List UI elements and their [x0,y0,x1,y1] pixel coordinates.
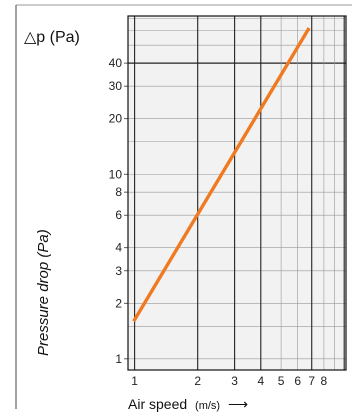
x-tick-label: 2 [194,374,201,388]
x-axis-label-unit: (m/s) [195,400,220,412]
unit-label: △p (Pa) [24,29,80,46]
y-tick-label: 2 [115,296,122,310]
x-tick-label: 4 [257,374,264,388]
y-tick-label: 30 [109,79,123,93]
x-tick-label: 8 [321,374,328,388]
y-axis-label: Pressure drop (Pa) [35,229,52,356]
y-tick-label: 40 [109,56,123,70]
x-tick-label: 1 [131,374,138,388]
y-tick-label: 10 [109,167,123,181]
y-tick-label: 1 [115,352,122,366]
y-tick-label: 20 [109,112,123,126]
x-tick-label: 6 [294,374,301,388]
x-axis-label-main: Air speed [128,396,187,412]
series-line [132,27,311,323]
x-axis-label-arrow: ⟶ [228,396,248,412]
y-tick-label: 3 [115,264,122,278]
y-tick-label: 8 [115,185,122,199]
plot-background [128,16,346,370]
x-axis-label: Air speed (m/s) ⟶ [128,396,248,412]
plot-frame [127,15,347,371]
y-tick-label: 4 [115,241,122,255]
series-layer [132,27,311,323]
grid-layer [124,16,346,370]
x-tick-label: 5 [278,374,285,388]
y-tick-label: 6 [115,208,122,222]
x-tick-label: 3 [231,374,238,388]
x-tick-label: 7 [308,374,315,388]
